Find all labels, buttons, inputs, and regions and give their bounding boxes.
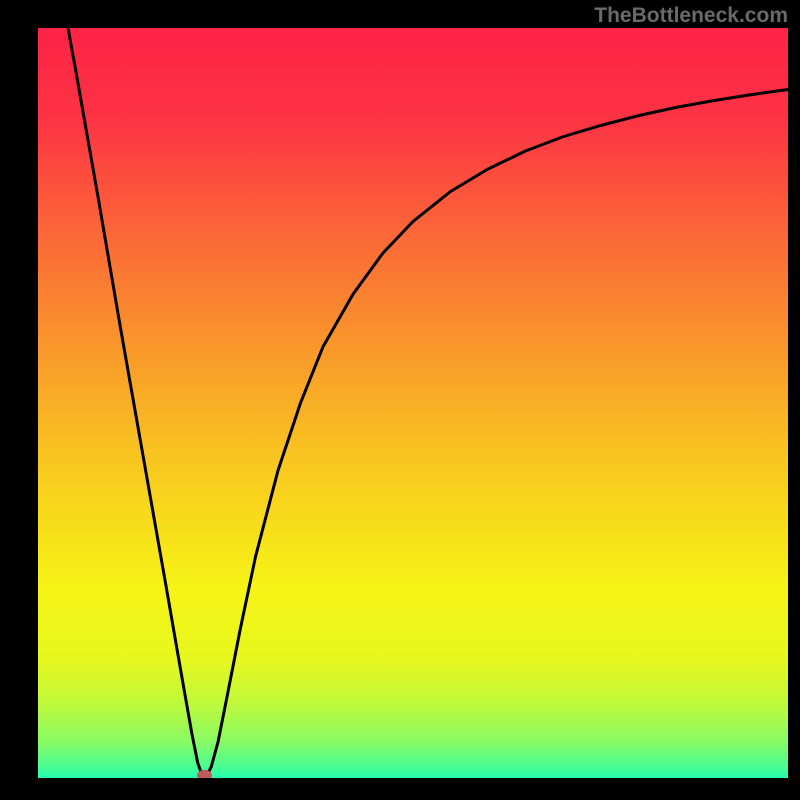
plot-background bbox=[38, 28, 788, 778]
plot-area bbox=[38, 28, 788, 778]
watermark-text: TheBottleneck.com bbox=[594, 4, 788, 28]
plot-svg bbox=[38, 28, 788, 778]
chart-container: TheBottleneck.com bbox=[0, 0, 800, 800]
